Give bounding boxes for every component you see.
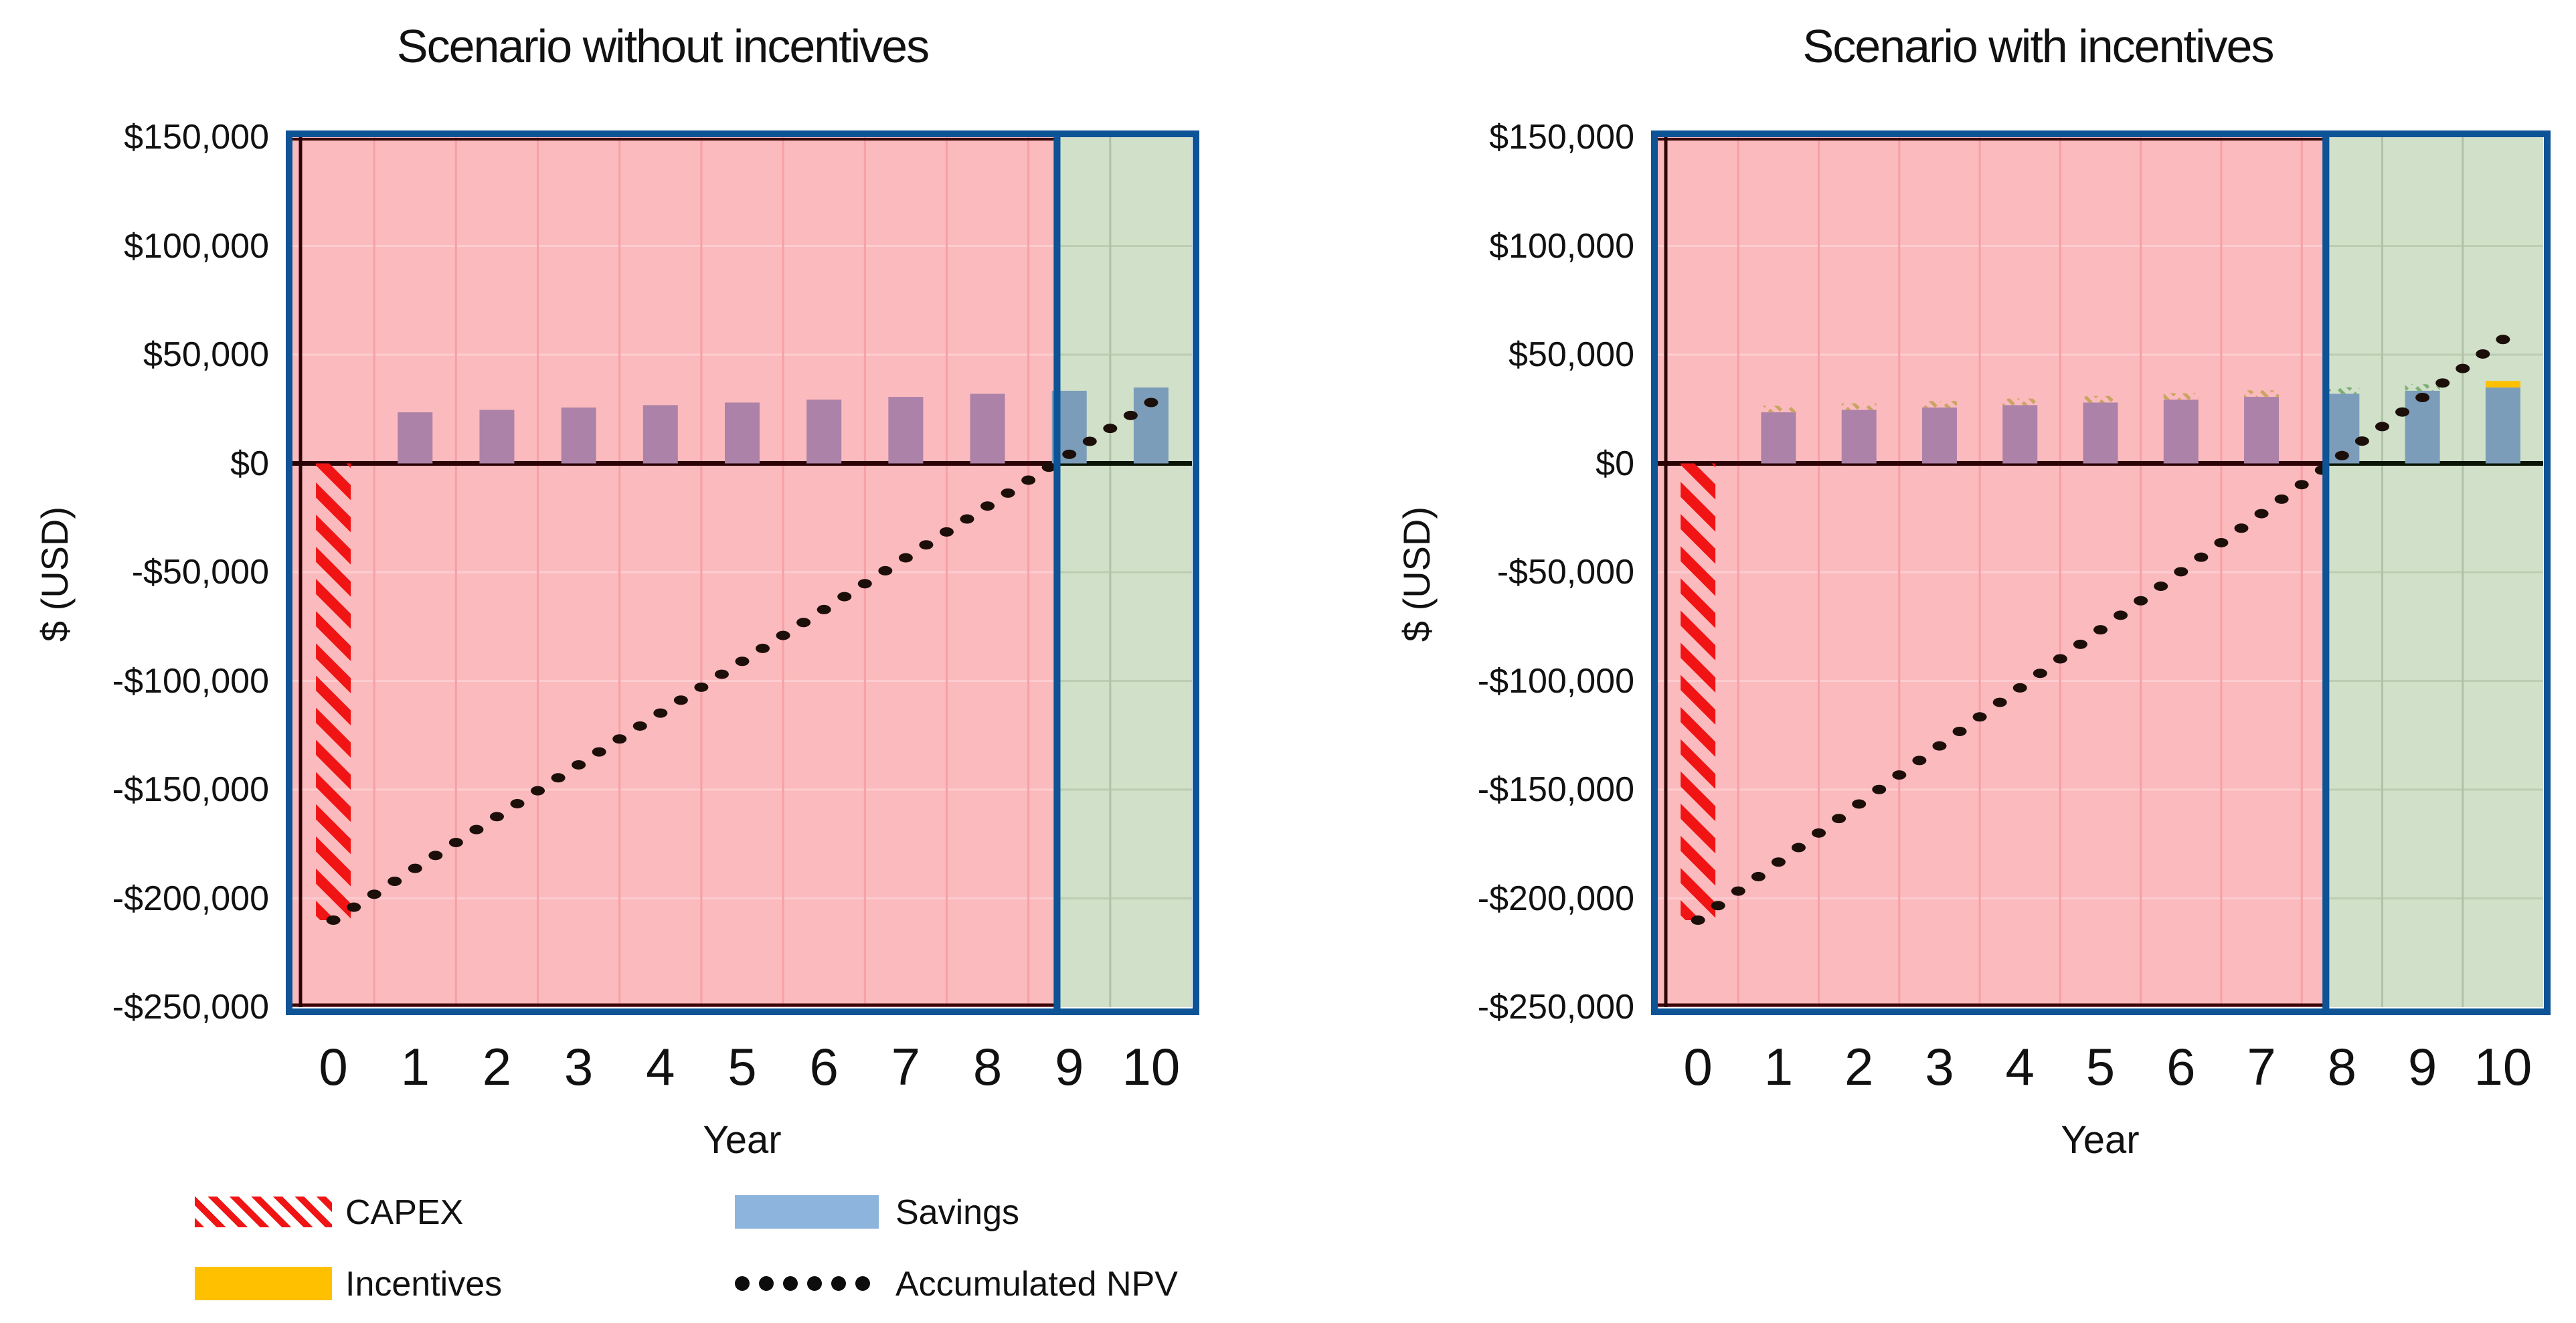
npv-dot-series	[1691, 335, 2510, 925]
x-tick-label: 2	[1844, 1037, 1874, 1096]
x-tick-label: 10	[1122, 1037, 1181, 1096]
incentives-bar	[2002, 398, 2038, 406]
y-tick-label: -$250,000	[1477, 988, 1634, 1027]
positive-region-border	[1053, 130, 1200, 1015]
y-tick-label: $50,000	[143, 335, 269, 374]
savings-bar	[2002, 405, 2038, 464]
capex-bar	[1681, 463, 1716, 920]
savings-bar	[2083, 402, 2118, 464]
dot	[735, 1276, 750, 1291]
savings-bar	[888, 397, 924, 464]
savings-bar	[2485, 387, 2520, 464]
x-tick-label: 4	[646, 1037, 675, 1096]
x-tick-label: 10	[2474, 1037, 2532, 1096]
legend-label-savings: Savings	[895, 1193, 1019, 1232]
y-tick-label: $0	[1596, 444, 1634, 483]
x-tick-label: 8	[972, 1037, 1003, 1096]
savings-bar	[1921, 407, 1957, 464]
x-tick-label: 5	[2085, 1037, 2116, 1096]
savings-bar	[2244, 397, 2280, 464]
dot	[759, 1276, 774, 1291]
savings-bar	[2405, 390, 2440, 464]
plot-svg	[286, 130, 1200, 1015]
x-tick-label: 5	[727, 1037, 757, 1096]
plot-area	[1651, 130, 2551, 1015]
x-axis-title: Year	[2061, 1118, 2140, 1162]
incentives-bar	[1921, 401, 1957, 408]
y-tick-label: -$50,000	[1496, 553, 1634, 592]
positive-region-border	[2322, 130, 2551, 1015]
x-axis-title: Year	[703, 1118, 782, 1162]
savings-bar	[561, 407, 596, 464]
x-tick-label: 6	[809, 1037, 839, 1096]
savings-bar	[725, 402, 760, 464]
incentives-swatch	[195, 1267, 332, 1300]
y-tick-label: $0	[230, 444, 269, 483]
dot	[831, 1276, 846, 1291]
x-tick-label: 7	[2247, 1037, 2276, 1096]
savings-swatch	[735, 1195, 879, 1229]
incentives-bar	[2163, 393, 2199, 400]
incentives-bar	[2485, 381, 2520, 388]
x-tick-label: 9	[1055, 1037, 1084, 1096]
y-tick-label: -$50,000	[131, 553, 269, 592]
x-tick-label: 1	[1764, 1037, 1794, 1096]
legend-label-incentives: Incentives	[345, 1265, 503, 1304]
x-tick-label: 7	[891, 1037, 921, 1096]
y-tick-label: -$150,000	[112, 770, 269, 809]
plot-svg	[1651, 130, 2551, 1015]
incentives-bar	[2324, 387, 2360, 394]
dot	[807, 1276, 822, 1291]
incentives-bar	[2083, 395, 2118, 403]
incentives-bar	[2405, 384, 2440, 391]
chart-title: Scenario without incentives	[396, 20, 930, 72]
capex-bar	[316, 463, 351, 920]
x-tick-label: 1	[400, 1037, 430, 1096]
x-tick-label: 4	[2005, 1037, 2035, 1096]
y-tick-label: $50,000	[1509, 335, 1634, 374]
plot-area	[286, 130, 1200, 1015]
npv-dots-swatch	[735, 1273, 879, 1294]
y-tick-label: $100,000	[1489, 226, 1634, 266]
x-tick-label: 0	[1683, 1037, 1713, 1096]
y-tick-label: -$150,000	[1477, 770, 1634, 809]
npv-dot-series	[326, 398, 1158, 925]
x-tick-label: 3	[564, 1037, 594, 1096]
y-tick-label: -$100,000	[1477, 661, 1634, 701]
legend-label-capex: CAPEX	[345, 1193, 464, 1232]
x-tick-label: 0	[319, 1037, 348, 1096]
y-tick-label: -$200,000	[1477, 879, 1634, 918]
savings-bar	[642, 405, 678, 464]
chart-title: Scenario with incentives	[1802, 20, 2275, 72]
x-tick-label: 9	[2407, 1037, 2437, 1096]
savings-bar	[479, 410, 515, 464]
savings-bar	[2163, 400, 2199, 464]
y-tick-label: -$250,000	[112, 988, 269, 1027]
y-tick-label: $150,000	[1489, 118, 1634, 157]
x-tick-label: 8	[2327, 1037, 2356, 1096]
incentives-bar	[2244, 390, 2280, 398]
legend-label-npv: Accumulated NPV	[895, 1265, 1178, 1304]
incentives-bar	[1761, 406, 1796, 413]
y-tick-label: $100,000	[124, 226, 269, 266]
capex-hatch-swatch	[195, 1197, 332, 1227]
incentives-bar	[1841, 403, 1877, 410]
x-tick-label: 6	[2166, 1037, 2196, 1096]
y-tick-label: -$100,000	[112, 661, 269, 701]
savings-bar	[1841, 410, 1877, 464]
savings-bar	[806, 400, 842, 464]
x-tick-label: 3	[1925, 1037, 1954, 1096]
dot	[855, 1276, 870, 1291]
savings-bar	[970, 393, 1005, 464]
x-tick-label: 2	[482, 1037, 512, 1096]
y-tick-label: -$200,000	[112, 879, 269, 918]
dot	[783, 1276, 798, 1291]
savings-bar	[1761, 412, 1796, 464]
savings-bar	[398, 412, 433, 464]
y-tick-label: $150,000	[124, 118, 269, 157]
